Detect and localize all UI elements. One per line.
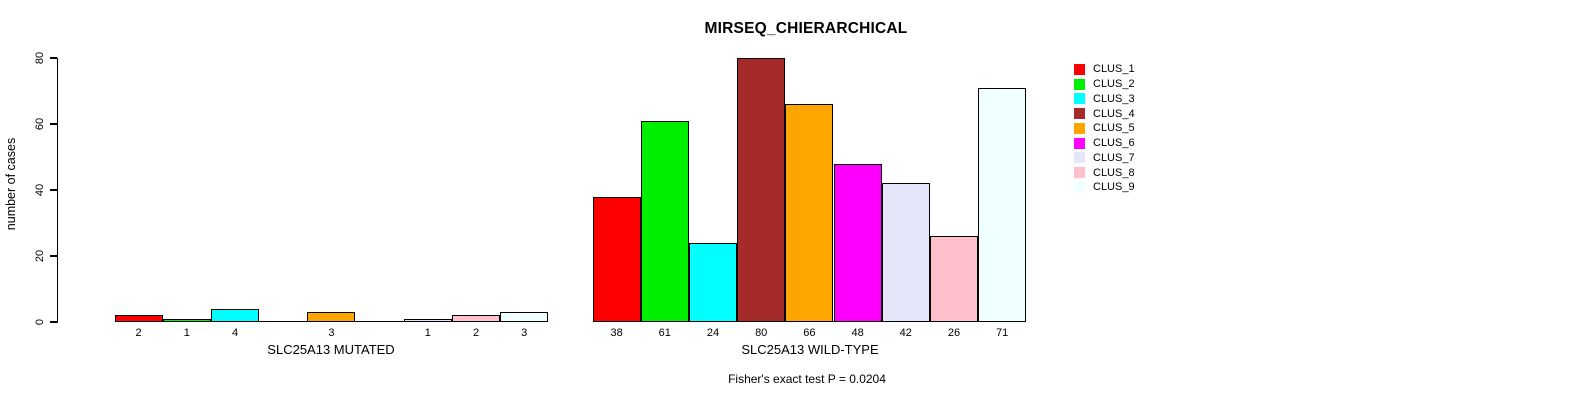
bar [451,315,501,322]
legend-label: CLUS_8 [1093,166,1135,179]
y-tick-label: 60 [34,117,46,131]
bar [929,236,979,322]
legend-swatch [1074,63,1085,75]
group-label-wildtype: SLC25A13 WILD-TYPE [741,342,879,357]
bar [500,312,549,322]
bar [785,104,834,322]
bar-value-label: 3 [521,327,528,339]
bar [592,196,641,322]
legend-swatch [1074,137,1085,149]
bar [881,183,930,322]
bar [403,318,452,322]
legend-swatch [1074,93,1085,105]
bar-value-label: 4 [231,327,239,339]
y-tick-mark [49,189,57,191]
bar [114,315,163,322]
legend-label: CLUS_2 [1093,78,1135,90]
legend-label: CLUS_1 [1093,63,1135,76]
bar-value-label: 2 [472,327,480,339]
legend-label: CLUS_4 [1093,107,1135,120]
y-tick-label: 0 [34,318,46,326]
bar-value-label: 61 [658,327,671,339]
legend-swatch [1074,152,1085,164]
bar-value-label: 1 [424,327,431,339]
legend-label: CLUS_3 [1093,92,1135,105]
y-tick-label: 20 [34,249,46,263]
y-tick-mark [49,321,57,323]
bar-value-label: 42 [899,327,912,339]
bar [737,58,786,322]
bar-value-label: 3 [328,327,335,339]
legend-label: CLUS_9 [1093,181,1135,194]
bar-value-label: 2 [135,327,142,339]
bar [640,120,689,322]
y-axis-line [56,57,58,323]
bar-value-label: 71 [996,327,1009,339]
legend-swatch [1074,122,1085,134]
bar [978,87,1027,322]
y-tick-label: 40 [34,183,46,197]
bar [688,242,738,322]
bar-value-label: 26 [947,327,961,339]
legend-swatch [1074,108,1085,119]
bar-value-label: 1 [183,327,190,339]
legend-swatch [1074,167,1085,179]
bar [307,312,356,322]
legend-label: CLUS_6 [1093,137,1135,150]
y-axis-label: number of cases [4,137,18,231]
bar [833,163,882,322]
y-tick-mark [49,255,57,257]
legend-label: CLUS_7 [1093,151,1135,164]
legend-swatch [1074,181,1085,193]
bar-value-label: 24 [706,327,720,339]
bar-value-label: 66 [803,327,816,339]
group-label-mutated: SLC25A13 MUTATED [267,342,395,357]
y-tick-mark [49,123,57,125]
bar-value-label: 48 [851,327,864,339]
legend-swatch [1074,78,1085,90]
bar-value-label: 38 [610,327,623,339]
bar [210,308,260,322]
y-tick-mark [49,57,57,59]
fisher-test-annotation: Fisher's exact test P = 0.0204 [728,372,886,386]
legend-label: CLUS_5 [1093,122,1135,135]
y-tick-label: 80 [34,51,46,65]
bar [162,318,211,322]
chart-title: MIRSEQ_CHIERARCHICAL [704,20,908,37]
bar-value-label: 80 [755,327,768,339]
